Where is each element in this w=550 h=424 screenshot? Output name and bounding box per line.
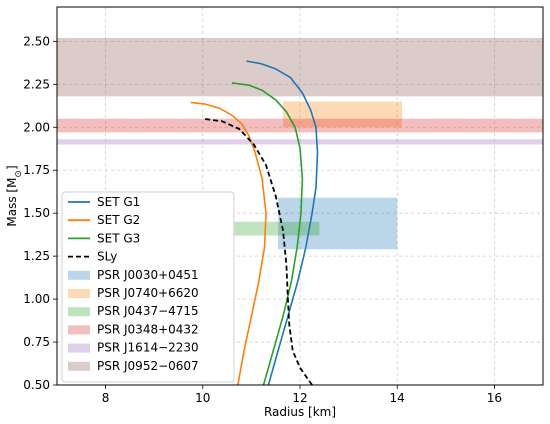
legend-swatch	[68, 289, 90, 298]
legend-item: SLy	[68, 250, 117, 264]
legend-box	[61, 191, 235, 383]
y-tick-label: 2.25	[23, 77, 50, 91]
legend-label: PSR J0740+6620	[97, 286, 199, 300]
y-axis-label-end: ]	[5, 165, 19, 170]
legend-label: SLy	[97, 250, 117, 264]
y-axis-ticks: 0.50 0.75 1.00 1.25 1.50 1.75 2.00 2.25 2.50	[23, 34, 57, 392]
legend-swatch	[68, 270, 90, 280]
legend-item: SET G3	[68, 231, 140, 245]
legend-label: PSR J0348+0432	[97, 322, 199, 336]
legend-swatch	[68, 343, 90, 353]
y-tick-label: 1.50	[23, 206, 50, 220]
y-tick-label: 0.75	[23, 335, 50, 349]
y-axis-label-subscript: ⊙	[14, 170, 24, 178]
y-axis-label-main: Mass [M	[5, 178, 19, 227]
series-line-sly	[202, 117, 313, 386]
x-tick-label: 16	[487, 391, 502, 405]
region-psr-j0948-0607	[57, 37, 543, 97]
legend-label: SET G2	[97, 213, 140, 227]
x-tick-label: 8	[102, 391, 110, 405]
region-psr-j1614-2230	[57, 139, 543, 145]
legend-item: PSR J0952−0607	[68, 359, 199, 373]
legend-item: SET G1	[68, 195, 140, 209]
legend: SET G1 SET G2 SET G3 SLy PSR J0030+0451 PSR J…	[61, 191, 235, 383]
legend-item: PSR J0348+0432	[68, 322, 199, 336]
y-tick-label: 1.00	[23, 292, 50, 306]
y-tick-label: 2.50	[23, 34, 50, 48]
series-lines	[190, 60, 319, 386]
legend-label: PSR J0952−0607	[97, 359, 199, 373]
x-tick-label: 12	[292, 391, 307, 405]
y-axis-label: Mass [M⊙]	[5, 165, 24, 226]
y-tick-label: 2.00	[23, 120, 50, 134]
observation-regions	[57, 37, 543, 250]
y-tick-label: 1.75	[23, 163, 50, 177]
x-tick-label: 10	[195, 391, 210, 405]
legend-item: PSR J1614−2230	[68, 341, 199, 355]
legend-label: PSR J0030+0451	[97, 268, 199, 282]
series-line-set-g2	[190, 101, 267, 386]
region-psr-j0348-0432	[57, 118, 543, 133]
y-tick-label: 1.25	[23, 249, 50, 263]
legend-item: PSR J0740+6620	[68, 286, 199, 300]
x-axis-ticks: 8 10 12 14 16	[102, 385, 502, 405]
legend-swatch	[68, 361, 90, 371]
legend-item: PSR J0437−4715	[68, 304, 199, 318]
legend-label: PSR J1614−2230	[97, 341, 199, 355]
region-psr-j0740-6620	[282, 101, 403, 128]
legend-item: PSR J0030+0451	[68, 268, 199, 282]
legend-label: PSR J0437−4715	[97, 304, 199, 318]
legend-swatch	[68, 325, 90, 335]
legend-label: SET G3	[97, 231, 140, 245]
y-tick-label: 0.50	[23, 378, 50, 392]
legend-swatch	[68, 307, 90, 317]
series-line-set-g1	[246, 60, 319, 386]
x-tick-label: 14	[390, 391, 405, 405]
series-line-set-g3	[231, 82, 304, 386]
legend-label: SET G1	[97, 195, 140, 209]
legend-item: SET G2	[68, 213, 140, 227]
region-psr-j0437-4715	[231, 221, 320, 236]
x-axis-label: Radius [km]	[264, 405, 336, 419]
